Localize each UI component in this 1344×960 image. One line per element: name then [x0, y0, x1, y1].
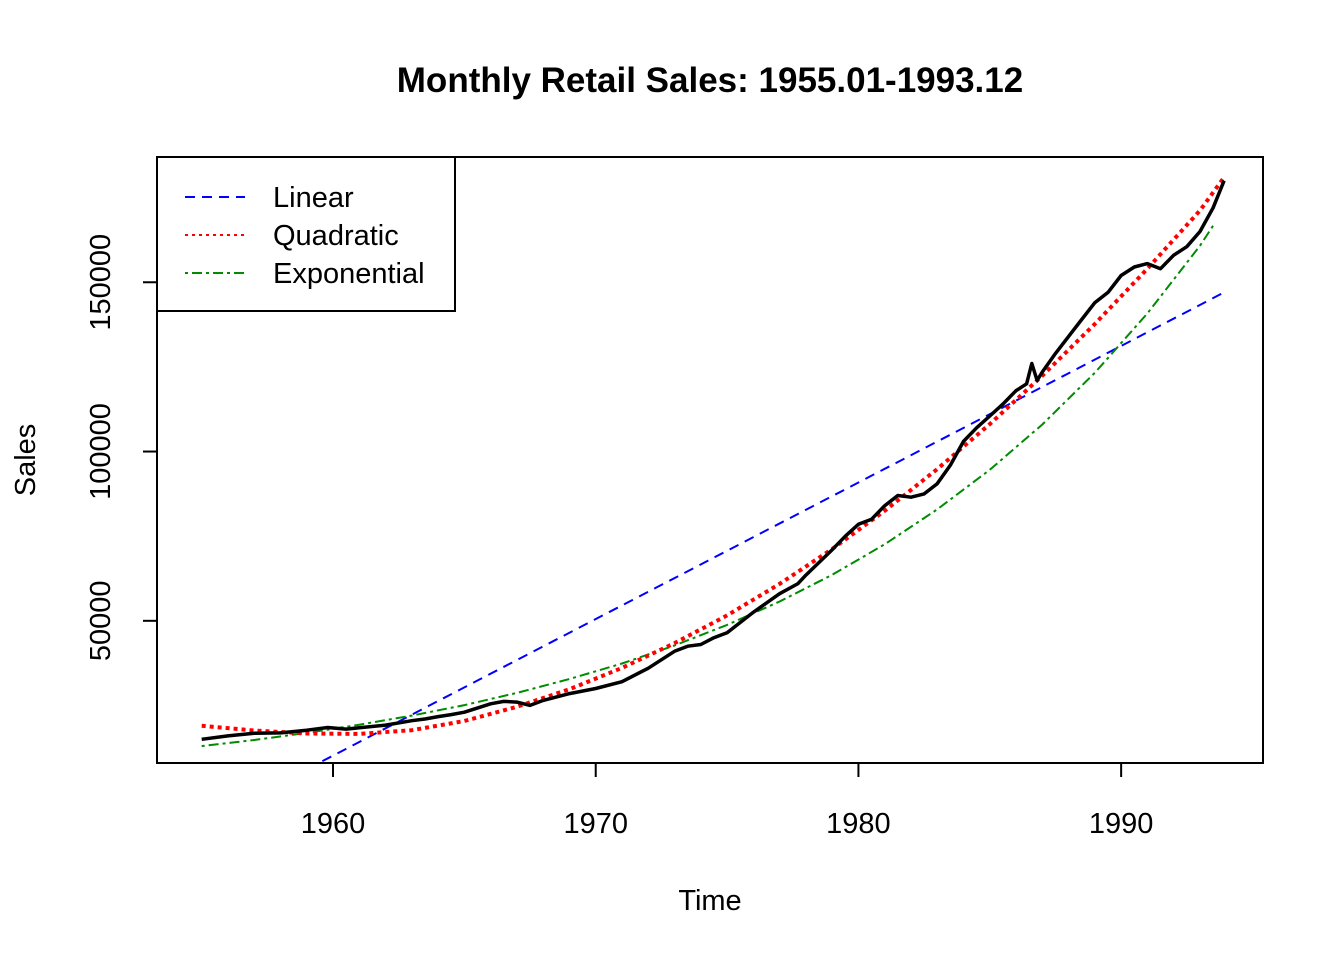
y-axis: 50000 100000 150000 — [85, 234, 157, 661]
legend-label-exponential: Exponential — [273, 258, 425, 290]
series-line-exponential — [201, 225, 1214, 748]
series-layer — [201, 176, 1226, 763]
x-tick-label-1980: 1980 — [826, 808, 891, 840]
x-tick-label-1990: 1990 — [1089, 808, 1154, 840]
x-axis-label: Time — [678, 885, 741, 917]
y-axis-label: Sales — [10, 424, 42, 497]
x-tick-label-1970: 1970 — [563, 808, 628, 840]
y-tick-label-100000: 100000 — [85, 403, 117, 500]
series-line-observed — [201, 180, 1226, 742]
x-axis: 1960 1970 1980 1990 — [301, 763, 1154, 840]
x-tick-label-1960: 1960 — [301, 808, 366, 840]
series-line-quadratic — [201, 176, 1226, 736]
y-tick-label-150000: 150000 — [85, 234, 117, 331]
plot-frame — [156, 156, 1264, 764]
chart-title: Monthly Retail Sales: 1955.01-1993.12 — [397, 61, 1023, 100]
y-tick-label-50000: 50000 — [85, 580, 117, 661]
legend-label-linear: Linear — [273, 182, 354, 214]
legend-label-quadratic: Quadratic — [273, 220, 399, 252]
legend: Linear Quadratic Exponential — [156, 156, 456, 312]
series-line-linear — [316, 291, 1225, 763]
